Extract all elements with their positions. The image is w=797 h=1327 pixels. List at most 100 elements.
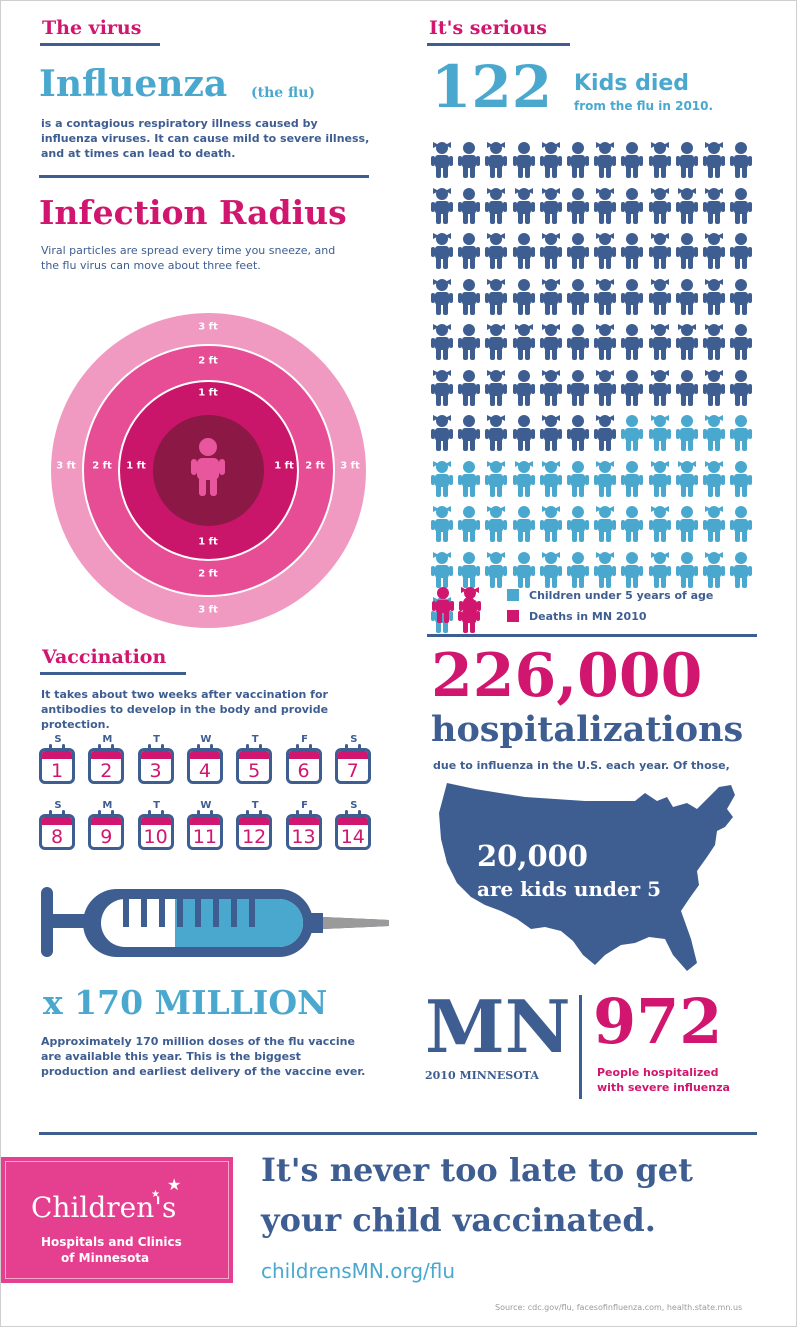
kid-icon <box>431 233 453 269</box>
kid-icon <box>458 324 481 360</box>
kid-icon <box>458 551 481 588</box>
kid-icon <box>485 142 508 178</box>
calendar-day-number: 14 <box>340 826 365 848</box>
kid-icon <box>458 369 481 406</box>
kid-icon <box>512 551 535 588</box>
calendar-day-number: 2 <box>100 760 113 782</box>
calendar-page-icon: 5 <box>236 748 273 784</box>
source-note: Source: cdc.gov/flu, facesofinfluenza.co… <box>495 1303 743 1312</box>
calendar-day-number: 13 <box>291 826 316 848</box>
kid-icon-mn <box>459 587 481 623</box>
calendar-weekday: S <box>54 800 62 811</box>
childrens-url-link[interactable]: childrensMN.org/flu <box>261 1259 456 1283</box>
kid-icon <box>539 551 562 588</box>
kid-icon <box>594 324 617 360</box>
label-right-2ft: 2 ft <box>305 460 325 472</box>
label-left-3ft: 3 ft <box>56 460 76 472</box>
hospitalizations-sub: due to influenza in the U.S. each year. … <box>433 759 730 772</box>
kid-icon <box>594 142 617 178</box>
kid-icon <box>730 506 753 542</box>
kid-icon <box>675 369 698 406</box>
logo-star-small-icon: ★ <box>151 1189 160 1200</box>
calendar-day-number: 7 <box>346 760 359 782</box>
kid-icon <box>567 506 589 542</box>
kid-icon <box>567 233 589 269</box>
calendar-page-icon: 8 <box>39 814 75 850</box>
kid-icon <box>730 551 753 588</box>
kid-icon <box>458 460 481 497</box>
label-bottom-2ft: 2 ft <box>198 568 218 580</box>
mn-hospitalized-label: People hospitalized with severe influenz… <box>597 1066 730 1094</box>
calendar-day-number: 12 <box>242 826 267 848</box>
kid-icon <box>703 415 725 451</box>
kid-icon <box>512 460 535 497</box>
calendar-day-number: 9 <box>100 826 113 848</box>
kid-icon <box>730 369 753 406</box>
tagline-line-2: your child vaccinated. <box>261 1201 656 1239</box>
kid-icon <box>512 415 535 451</box>
kid-icon <box>485 551 508 588</box>
vaccine-note: Approximately 170 million doses of the f… <box>41 1035 366 1078</box>
calendar-page-icon: 3 <box>137 748 174 784</box>
kid-icon <box>675 460 698 497</box>
mn-year-label: 2010 MINNESOTA <box>425 1069 539 1082</box>
kid-icon <box>594 551 617 588</box>
influenza-headline: Influenza <box>39 63 228 105</box>
calendar-day-number: 6 <box>297 760 310 782</box>
calendar-weekday: M <box>102 800 113 811</box>
kid-icon <box>594 506 617 542</box>
vaccine-multiplier: x 170 MILLION <box>43 983 328 1022</box>
logo-line-2: of Minnesota <box>61 1251 150 1265</box>
kid-icon <box>539 233 562 269</box>
kid-icon <box>675 187 698 224</box>
kid-icon <box>567 187 589 224</box>
virus-section-underline <box>40 43 160 46</box>
kid-icon <box>567 142 589 178</box>
kid-icon <box>567 369 589 406</box>
kid-icon <box>431 324 453 360</box>
kid-icon <box>648 187 671 224</box>
legend-swatch-under5 <box>507 589 519 601</box>
legend-swatch-mn <box>507 610 519 622</box>
tagline-line-1: It's never too late to get <box>261 1151 693 1189</box>
kid-icon <box>703 142 725 178</box>
right-divider-1 <box>427 634 757 637</box>
kid-icon <box>648 233 671 269</box>
kid-icon <box>703 187 725 224</box>
calendar-day-number: 11 <box>192 826 217 848</box>
calendar-page-icon: 13 <box>285 814 322 850</box>
kid-icon <box>621 233 644 269</box>
kid-icon <box>730 233 753 269</box>
kid-icon <box>594 369 617 406</box>
calendar-page-icon: 2 <box>88 748 125 784</box>
kid-icon <box>703 369 725 406</box>
kid-icon <box>648 278 671 315</box>
kid-icon <box>594 187 617 224</box>
kid-icon <box>539 278 562 315</box>
kid-icon-mn <box>432 587 454 623</box>
kids-hospitalized-count: 20,000 <box>477 839 588 873</box>
footer-divider <box>39 1132 757 1135</box>
infection-radius-title: Infection Radius <box>39 193 347 232</box>
left-divider-1 <box>39 175 369 178</box>
calendar-page-icon: 7 <box>334 748 371 784</box>
kid-icon <box>730 187 753 224</box>
kid-icon <box>485 187 508 224</box>
kid-icon <box>539 369 562 406</box>
kid-icon <box>648 142 671 178</box>
calendar-weekday: T <box>153 800 160 811</box>
kid-icon <box>567 415 589 451</box>
hospitalizations-label: hospitalizations <box>431 709 744 750</box>
calendar-day-number: 3 <box>149 760 162 782</box>
kid-icon <box>594 460 617 497</box>
kid-icon <box>512 278 535 315</box>
kid-icon <box>458 233 481 269</box>
label-top-2ft: 2 ft <box>198 355 218 367</box>
kid-icon <box>539 142 562 178</box>
label-bottom-1ft: 1 ft <box>198 536 218 548</box>
calendar-weekday: W <box>200 800 212 811</box>
kid-icon <box>512 324 535 360</box>
kid-icon <box>621 506 644 542</box>
legend-label-under5: Children under 5 years of age <box>529 589 714 602</box>
kid-icon <box>703 460 725 497</box>
